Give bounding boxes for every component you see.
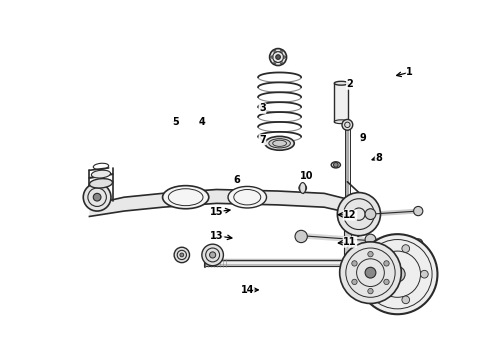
Ellipse shape xyxy=(300,183,306,193)
Ellipse shape xyxy=(265,136,294,150)
Circle shape xyxy=(202,244,223,266)
Circle shape xyxy=(280,61,282,64)
Text: 2: 2 xyxy=(346,79,353,89)
Circle shape xyxy=(83,183,111,211)
Text: 5: 5 xyxy=(172,117,179,127)
Ellipse shape xyxy=(269,139,291,148)
Circle shape xyxy=(365,234,376,245)
Circle shape xyxy=(414,239,423,248)
Text: 6: 6 xyxy=(233,175,240,185)
Circle shape xyxy=(402,296,410,304)
Ellipse shape xyxy=(90,179,113,188)
Circle shape xyxy=(342,120,353,130)
Circle shape xyxy=(402,245,410,252)
Text: 11: 11 xyxy=(343,237,357,247)
Text: 12: 12 xyxy=(343,210,357,220)
Ellipse shape xyxy=(331,162,341,168)
Circle shape xyxy=(390,266,405,282)
Circle shape xyxy=(357,234,438,314)
Ellipse shape xyxy=(91,170,111,178)
Circle shape xyxy=(352,279,357,285)
Circle shape xyxy=(384,279,389,285)
Circle shape xyxy=(365,209,376,220)
Ellipse shape xyxy=(163,186,209,209)
Circle shape xyxy=(372,255,379,262)
Circle shape xyxy=(420,270,428,278)
Circle shape xyxy=(299,184,307,192)
Circle shape xyxy=(271,56,273,58)
Polygon shape xyxy=(89,189,367,220)
Circle shape xyxy=(368,252,373,257)
Circle shape xyxy=(174,247,190,263)
Text: 3: 3 xyxy=(259,103,266,113)
Text: 10: 10 xyxy=(300,171,314,181)
Circle shape xyxy=(337,193,381,236)
Circle shape xyxy=(280,50,282,53)
Circle shape xyxy=(276,55,280,59)
Circle shape xyxy=(180,253,184,257)
Text: 7: 7 xyxy=(259,135,266,145)
Circle shape xyxy=(414,206,423,216)
Circle shape xyxy=(270,49,287,66)
Text: 8: 8 xyxy=(375,153,382,163)
Circle shape xyxy=(93,193,101,201)
Ellipse shape xyxy=(334,120,348,124)
Circle shape xyxy=(274,50,276,53)
Ellipse shape xyxy=(334,81,348,85)
Text: 1: 1 xyxy=(406,67,413,77)
Text: 9: 9 xyxy=(359,133,366,143)
Circle shape xyxy=(340,242,401,303)
Circle shape xyxy=(334,163,338,167)
Text: 13: 13 xyxy=(210,231,224,241)
Circle shape xyxy=(365,267,376,278)
Circle shape xyxy=(283,56,285,58)
Circle shape xyxy=(352,261,357,266)
Circle shape xyxy=(368,288,373,294)
Circle shape xyxy=(210,252,216,258)
Ellipse shape xyxy=(228,186,267,208)
Text: 15: 15 xyxy=(210,207,223,217)
Circle shape xyxy=(295,230,307,243)
Circle shape xyxy=(384,261,389,266)
Text: 14: 14 xyxy=(241,285,254,295)
Text: 4: 4 xyxy=(199,117,205,127)
Circle shape xyxy=(372,286,379,294)
Circle shape xyxy=(402,239,413,249)
Circle shape xyxy=(274,61,276,64)
Polygon shape xyxy=(334,83,348,122)
Circle shape xyxy=(343,270,352,279)
